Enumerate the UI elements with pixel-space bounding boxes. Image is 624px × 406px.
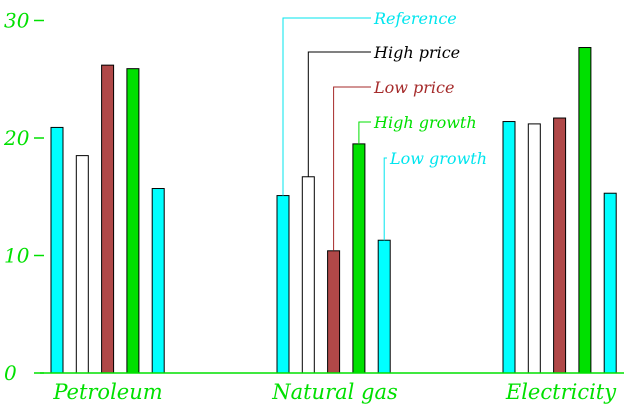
legend-label: High price — [373, 43, 460, 62]
y-tick-label: 10 — [4, 244, 30, 268]
bar-reference-1 — [276, 195, 290, 374]
legend-leader-line — [333, 86, 371, 251]
bar-high-price-1 — [301, 176, 315, 374]
legend-label: Low growth — [389, 149, 487, 168]
bar-low-growth-2 — [603, 192, 617, 374]
bar-high-price-2 — [527, 123, 541, 374]
legend-label: Low price — [373, 78, 454, 97]
bar-high-growth-0 — [126, 68, 140, 374]
y-tick-label: 0 — [4, 361, 17, 385]
y-tick-label: 20 — [3, 126, 30, 150]
bar-high-growth-1 — [352, 143, 366, 374]
category-labels: Petroleum Natural gas Electricity — [52, 380, 617, 404]
category-label: Electricity — [505, 380, 617, 404]
bar-low-price-1 — [327, 250, 341, 374]
category-label: Petroleum — [52, 380, 162, 404]
bar-low-growth-1 — [377, 239, 391, 374]
bar-reference-0 — [50, 126, 64, 374]
bar-high-growth-2 — [578, 47, 592, 374]
y-axis: 0 10 20 30 — [3, 9, 44, 385]
legend-leader-line — [282, 17, 371, 196]
bar-reference-2 — [502, 121, 516, 374]
bar-low-price-2 — [553, 117, 567, 374]
y-tick-label: 30 — [4, 9, 30, 33]
legend-leader-line — [307, 51, 371, 177]
legend-leader-line — [383, 157, 387, 241]
legend-leader-line — [358, 121, 371, 144]
legend-label: Reference — [373, 9, 457, 28]
legend: Reference High price Low price High growth L… — [373, 9, 487, 168]
bar-low-price-0 — [101, 64, 115, 374]
bars-layer — [50, 47, 617, 374]
bar-high-price-0 — [75, 155, 89, 374]
bar-low-growth-0 — [151, 188, 165, 374]
category-label: Natural gas — [271, 380, 398, 404]
legend-leader-lines — [282, 17, 387, 251]
legend-label: High growth — [373, 113, 477, 132]
